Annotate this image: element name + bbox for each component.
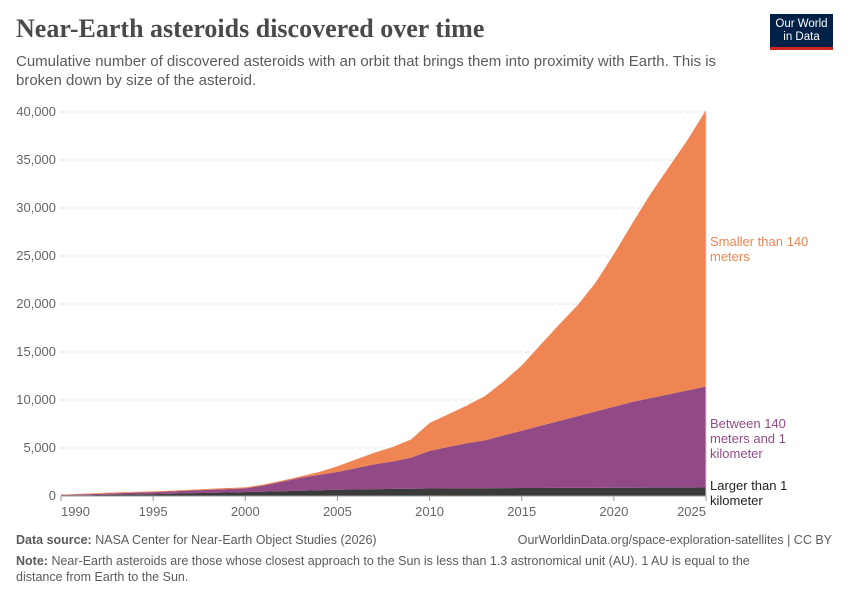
source-label: Data source: [16, 533, 92, 547]
label-smaller-than-140m: meters [710, 249, 750, 264]
x-tick-label: 2010 [415, 504, 444, 519]
x-tick-label: 2025 [677, 504, 706, 519]
label-between-140m-1km: kilometer [710, 446, 763, 461]
label-between-140m-1km: meters and 1 [710, 431, 786, 446]
x-tick-label: 1995 [139, 504, 168, 519]
x-tick-label: 1990 [61, 504, 90, 519]
x-tick-label: 2015 [507, 504, 536, 519]
owid-logo[interactable]: Our World in Data [770, 14, 833, 50]
note-label: Note: [16, 554, 48, 568]
data-source: Data source: NASA Center for Near-Earth … [16, 533, 377, 547]
x-tick-label: 2005 [323, 504, 352, 519]
label-smaller-than-140m: Smaller than 140 [710, 234, 808, 249]
logo-line: Our World [775, 18, 828, 30]
chart-title: Near-Earth asteroids discovered over tim… [16, 14, 485, 43]
y-tick-label: 10,000 [16, 392, 56, 407]
chart-subtitle: Cumulative number of discovered asteroid… [16, 53, 717, 89]
y-tick-label: 25,000 [16, 248, 56, 263]
y-tick-label: 30,000 [16, 200, 56, 215]
label-larger-than-1km: kilometer [710, 493, 763, 508]
label-larger-than-1km: Larger than 1 [710, 478, 787, 493]
y-tick-label: 0 [49, 488, 56, 503]
label-between-140m-1km: Between 140 [710, 416, 786, 431]
y-tick-label: 35,000 [16, 152, 56, 167]
note: Note: Near-Earth asteroids are those who… [16, 553, 776, 585]
area-smaller-than-140-meters [61, 110, 706, 496]
note-text: Near-Earth asteroids are those whose clo… [16, 554, 750, 584]
logo-line: in Data [783, 31, 820, 43]
source-text: NASA Center for Near-Earth Object Studie… [95, 533, 377, 547]
y-tick-label: 20,000 [16, 296, 56, 311]
y-tick-label: 40,000 [16, 104, 56, 119]
source-url[interactable]: OurWorldinData.org/space-exploration-sat… [517, 533, 832, 547]
area-larger-than-1-kilometer [61, 487, 706, 496]
area-between-140-meters-and-1-kilometer [61, 386, 706, 496]
chart: 0 5,000 10,000 15,000 20,000 25,000 30,000 35,0… [16, 104, 808, 519]
y-tick-label: 15,000 [16, 344, 56, 359]
y-tick-label: 5,000 [23, 440, 56, 455]
x-tick-label: 2000 [231, 504, 260, 519]
x-tick-label: 2020 [599, 504, 628, 519]
